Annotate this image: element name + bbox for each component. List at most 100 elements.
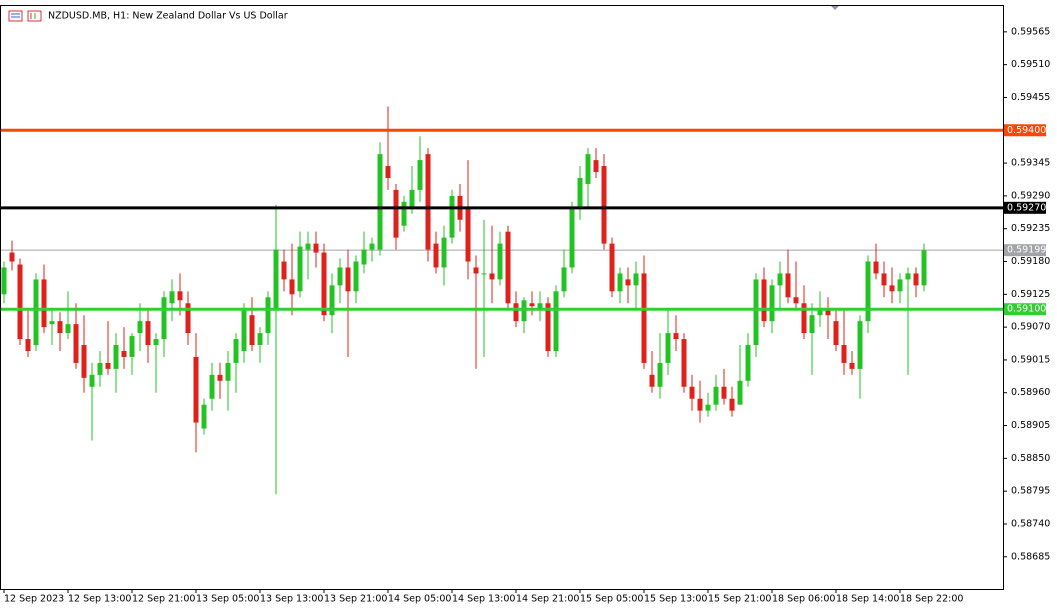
candle-body: [737, 380, 743, 405]
candle-body: [313, 243, 319, 253]
candle-body: [665, 333, 671, 363]
candle-body: [569, 207, 575, 268]
candle-body: [369, 243, 375, 250]
y-tick-label: 0.58905: [1011, 420, 1050, 431]
y-tick-label: 0.58740: [1011, 518, 1050, 529]
candle-body: [417, 160, 423, 190]
level-label: 0.59270: [1007, 202, 1046, 213]
y-tick-label: 0.59180: [1011, 256, 1050, 267]
candle-body: [425, 154, 431, 250]
candle-body: [193, 356, 199, 423]
y-tick-label: 0.59235: [1011, 223, 1050, 234]
x-tick-label: 15 Sep 13:00: [644, 594, 707, 605]
candle-body: [753, 279, 759, 346]
candle-body: [201, 404, 207, 429]
level-tag: [1004, 201, 1046, 214]
candle-body: [801, 303, 807, 334]
candle-body: [825, 309, 831, 316]
x-tick-label: 14 Sep 21:00: [516, 594, 579, 605]
candle-body: [225, 362, 231, 381]
candle-body: [361, 249, 367, 265]
candle-body: [337, 267, 343, 286]
candle-body: [537, 303, 543, 310]
candle-body: [865, 261, 871, 322]
candle-body: [809, 315, 815, 334]
chart-title: NZDUSD.MB, H1: New Zealand Dollar Vs US …: [48, 11, 288, 22]
candle-body: [689, 386, 695, 399]
x-tick-label: 18 Sep 06:00: [772, 594, 835, 605]
chart-icons: [8, 10, 42, 22]
candle-body: [161, 297, 167, 340]
level-tag: [1004, 124, 1046, 137]
candle-body: [321, 252, 327, 316]
candle-body: [721, 386, 727, 399]
candle-body: [113, 345, 119, 369]
candle-body: [505, 231, 511, 304]
candle-body: [881, 273, 887, 286]
candle-body: [681, 339, 687, 387]
candle-body: [489, 273, 495, 280]
candle-body: [265, 297, 271, 334]
y-tick-label: 0.59125: [1011, 289, 1050, 300]
x-tick-label: 18 Sep 14:00: [836, 594, 899, 605]
candle-body: [529, 303, 535, 307]
candle-body: [57, 321, 63, 334]
y-tick-label: 0.59345: [1011, 158, 1050, 169]
candle-body: [625, 279, 631, 286]
y-tick-label: 0.58795: [1011, 486, 1050, 497]
candle-body: [49, 321, 55, 325]
candle-body: [241, 309, 247, 351]
candle-body: [761, 279, 767, 322]
candle-body: [905, 273, 911, 280]
candle-body: [121, 350, 127, 357]
candle-body: [41, 279, 47, 328]
candle-body: [273, 249, 279, 310]
candle-body: [329, 285, 335, 316]
candle-body: [129, 336, 135, 357]
x-tick-label: 12 Sep 13:00: [68, 594, 131, 605]
candle-body: [177, 291, 183, 301]
y-tick-label: 0.59015: [1011, 354, 1050, 365]
level-label: 0.59199: [1007, 245, 1046, 256]
x-tick-label: 15 Sep 21:00: [708, 594, 771, 605]
candle-body: [793, 297, 799, 304]
candle-body: [705, 404, 711, 411]
candle-body: [497, 243, 503, 280]
candle-body: [713, 386, 719, 405]
y-tick-label: 0.59455: [1011, 92, 1050, 103]
x-tick-label: 14 Sep 13:00: [452, 594, 515, 605]
candle-body: [65, 324, 71, 334]
x-tick-label: 13 Sep 05:00: [196, 594, 259, 605]
candle-body: [745, 345, 751, 381]
level-tag: [1004, 244, 1046, 257]
candle-body: [513, 303, 519, 322]
candle-body: [105, 362, 111, 369]
candle-body: [657, 362, 663, 387]
y-tick-label: 0.59070: [1011, 322, 1050, 333]
icon: [8, 10, 23, 22]
candle-body: [17, 264, 23, 340]
candle-body: [433, 243, 439, 268]
level-label: 0.59100: [1007, 304, 1046, 315]
x-tick-label: 15 Sep 05:00: [580, 594, 643, 605]
candle-body: [913, 273, 919, 286]
candle-body: [921, 250, 927, 286]
candle-body: [633, 273, 639, 286]
candle-body: [217, 374, 223, 381]
candle-body: [73, 324, 79, 363]
level-label: 0.59400: [1007, 125, 1046, 136]
candle-body: [601, 166, 607, 244]
candle-body: [281, 261, 287, 280]
plot-frame: [0, 5, 1004, 590]
candle-body: [817, 309, 823, 316]
x-tick-label: 12 Sep 2023: [4, 594, 64, 605]
candle-body: [377, 154, 383, 250]
candle-body: [353, 261, 359, 292]
candle-body: [897, 279, 903, 292]
y-tick-label: 0.59510: [1011, 59, 1050, 70]
candle-body: [857, 321, 863, 369]
candle-body: [449, 195, 455, 238]
candle-body: [441, 237, 447, 268]
candle-body: [9, 252, 15, 262]
